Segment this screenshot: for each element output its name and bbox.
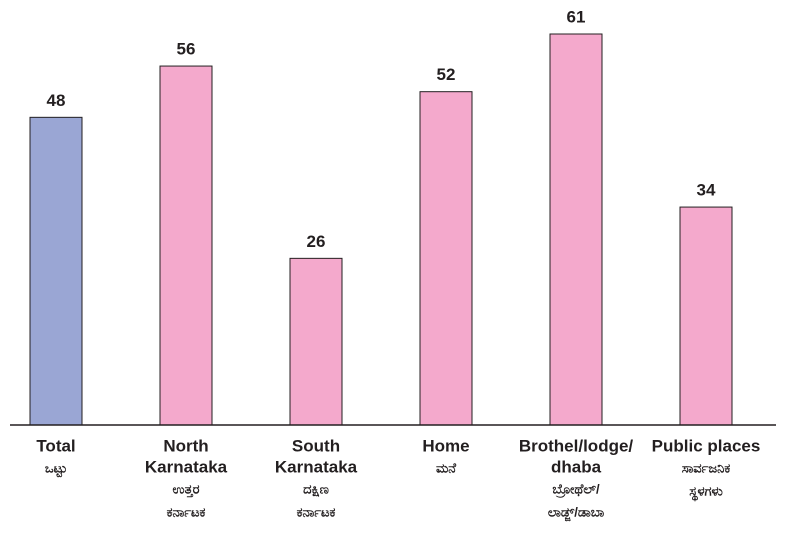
category-label-kannada: ಸ್ಥಳಗಳು [689,483,723,502]
value-label: 61 [567,7,586,26]
category-label: Total [36,436,75,455]
category-label: South [292,436,340,455]
category-label: Public places [652,436,761,455]
value-label: 48 [47,91,66,110]
bar [159,65,213,426]
bar [419,91,473,426]
category-label-kannada: ಒಟ್ಟು [45,460,67,477]
value-label: 26 [307,232,326,251]
bar [29,116,83,426]
bar [289,257,343,426]
value-label: 34 [697,181,716,200]
category-label-kannada: ಮನೆ [436,460,457,475]
category-label: dhaba [551,457,602,476]
category-label-kannada: ಬ್ರೋಥೆಲ್/ [552,481,600,498]
category-label-kannada: ಲಾಡ್ಜ್/ಡಾಬಾ [548,504,605,522]
category-label: North [163,436,208,455]
category-label: Karnataka [145,457,228,476]
category-label-kannada: ಉತ್ತರ [173,481,200,497]
category-label: Karnataka [275,457,358,476]
category-label-kannada: ಸಾರ್ವಜನಿಕ [682,460,731,475]
value-label: 52 [437,65,456,84]
category-label-kannada: ಕರ್ನಾಟಕ [297,504,336,519]
bar [549,33,603,426]
value-label: 56 [177,40,196,59]
category-label-kannada: ದಕ್ಷಿಣ [303,481,329,497]
category-label: Brothel/lodge/ [519,436,634,455]
category-label-kannada: ಕರ್ನಾಟಕ [167,504,206,519]
category-label: Home [422,436,469,455]
bar [679,206,733,426]
